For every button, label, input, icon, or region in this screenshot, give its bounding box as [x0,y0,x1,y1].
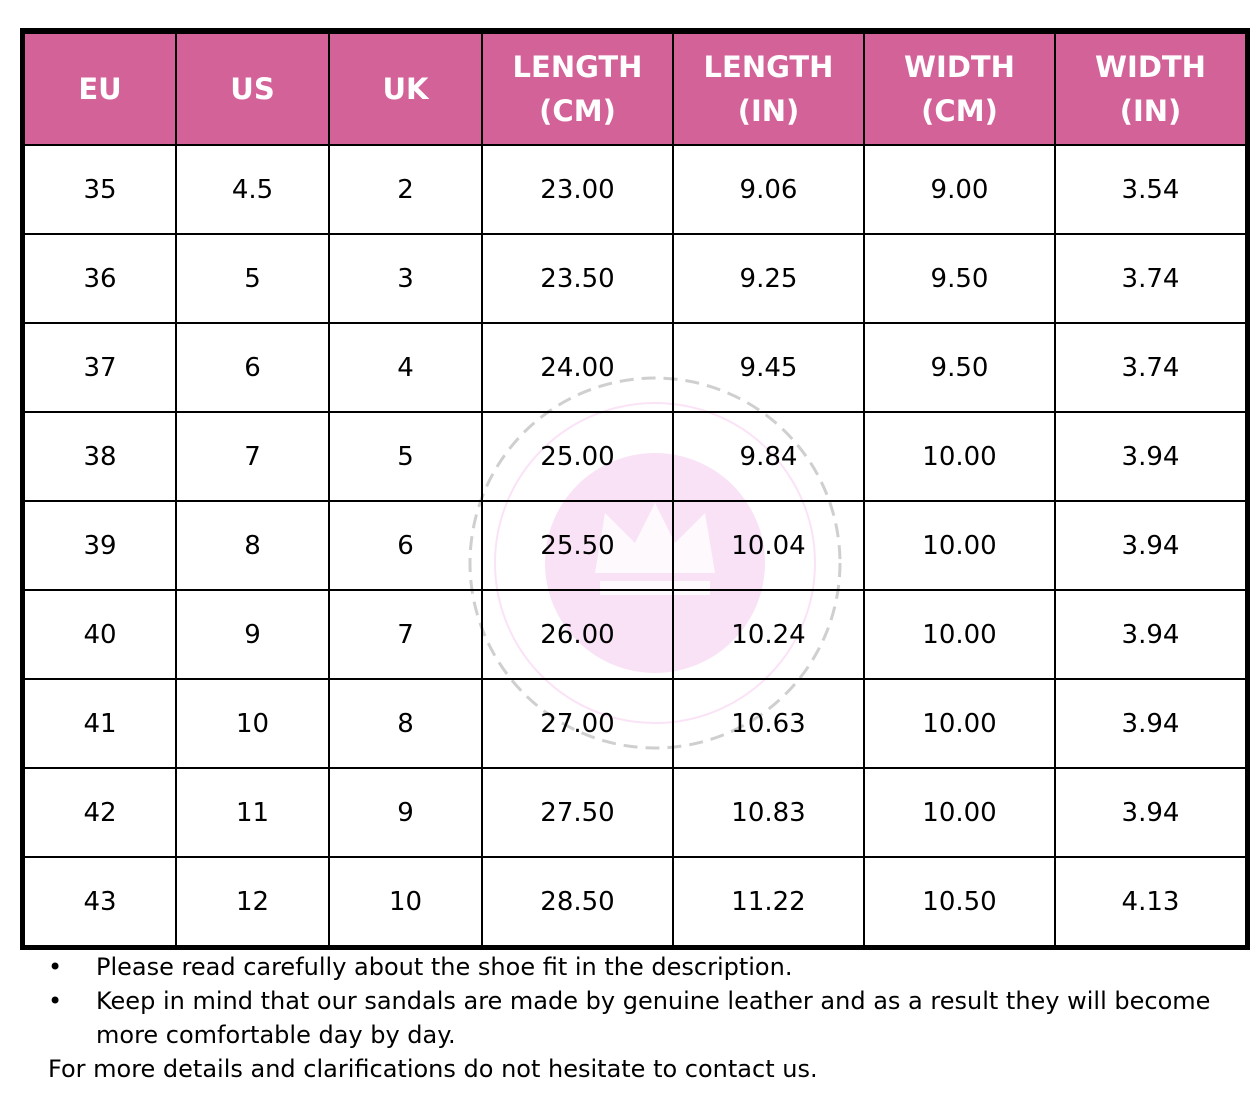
table-cell: 38 [21,411,177,502]
table-row: 39 8 6 25.50 10.04 10.00 3.94 [21,500,1249,591]
table-cell: 11 [175,767,330,858]
table-cell: 25.50 [481,500,674,591]
table-cell: 3.94 [1054,411,1249,502]
table-cell: 9 [175,589,330,680]
table-row: 41 10 8 27.00 10.63 10.00 3.94 [21,678,1249,769]
table-cell: 43 [21,856,177,949]
notes: • Please read carefully about the shoe fi… [48,950,1228,1086]
table-cell: 10.00 [863,500,1056,591]
table-cell: 36 [21,233,177,324]
table-cell: 6 [175,322,330,413]
table-cell: 5 [328,411,483,502]
table-cell: 10 [328,856,483,949]
column-header: LENGTH (IN) [672,30,865,146]
table-cell: 4 [328,322,483,413]
table-cell: 26.00 [481,589,674,680]
table-cell: 37 [21,322,177,413]
table-cell: 10.00 [863,411,1056,502]
table-cell: 40 [21,589,177,680]
table-row: 37 6 4 24.00 9.45 9.50 3.74 [21,322,1249,413]
table-cell: 39 [21,500,177,591]
table-cell: 9 [328,767,483,858]
bullet: • [48,987,63,1015]
table-cell: 8 [175,500,330,591]
table-cell: 23.50 [481,233,674,324]
column-header-line: UK [382,72,429,106]
table-cell: 28.50 [481,856,674,949]
bullet: • [48,953,63,981]
table-cell: 3.94 [1054,678,1249,769]
table-cell: 35 [21,144,177,235]
table-row: 35 4.5 2 23.00 9.06 9.00 3.54 [21,144,1249,235]
table-cell: 3.94 [1054,500,1249,591]
table-cell: 23.00 [481,144,674,235]
table-cell: 10.50 [863,856,1056,949]
table-cell: 9.50 [863,233,1056,324]
size-chart: EU US UK LENGTH (CM) LENGTH (IN) WIDTH (CM) WIDTH… [20,28,1250,950]
table-cell: 4.13 [1054,856,1249,949]
table-cell: 8 [328,678,483,769]
table-row: 42 11 9 27.50 10.83 10.00 3.94 [21,767,1249,858]
table-cell: 3.54 [1054,144,1249,235]
table-cell: 27.00 [481,678,674,769]
note-item: • Keep in mind that our sandals are made … [48,984,1228,1052]
column-header-line: LENGTH [703,50,834,84]
column-header: UK [328,30,483,146]
column-header-line: (IN) [737,94,800,128]
table-cell: 10.00 [863,678,1056,769]
column-header-line: (CM) [539,94,616,128]
table-cell: 10.63 [672,678,865,769]
table-cell: 24.00 [481,322,674,413]
table-cell: 10.00 [863,589,1056,680]
column-header-line: WIDTH [1095,50,1206,84]
table-cell: 41 [21,678,177,769]
table-cell: 3 [328,233,483,324]
column-header-line: (IN) [1119,94,1182,128]
table-cell: 3.94 [1054,767,1249,858]
table-cell: 3.94 [1054,589,1249,680]
column-header-line: (CM) [921,94,998,128]
column-header: WIDTH (IN) [1054,30,1249,146]
column-header: EU [21,30,177,146]
footer-note: For more details and clarifications do n… [48,1055,818,1083]
table-cell: 4.5 [175,144,330,235]
table-row: 40 9 7 26.00 10.24 10.00 3.94 [21,589,1249,680]
table-row: 38 7 5 25.00 9.84 10.00 3.94 [21,411,1249,502]
table-row: 43 12 10 28.50 11.22 10.50 4.13 [21,856,1249,949]
table-cell: 6 [328,500,483,591]
table-cell: 9.25 [672,233,865,324]
table-row: 36 5 3 23.50 9.25 9.50 3.74 [21,233,1249,324]
size-table: EU US UK LENGTH (CM) LENGTH (IN) WIDTH (CM) WIDTH… [20,28,1250,950]
table-cell: 12 [175,856,330,949]
table-cell: 11.22 [672,856,865,949]
table-cell: 7 [175,411,330,502]
table-cell: 5 [175,233,330,324]
column-header-line: US [230,72,275,106]
table-cell: 10.04 [672,500,865,591]
column-header: LENGTH (CM) [481,30,674,146]
table-cell: 27.50 [481,767,674,858]
table-cell: 2 [328,144,483,235]
table-cell: 3.74 [1054,322,1249,413]
table-cell: 10.00 [863,767,1056,858]
column-header-line: EU [78,72,122,106]
table-cell: 9.00 [863,144,1056,235]
column-header-line: LENGTH [512,50,643,84]
table-cell: 10.83 [672,767,865,858]
table-cell: 9.06 [672,144,865,235]
table-cell: 42 [21,767,177,858]
table-cell: 9.84 [672,411,865,502]
table-cell: 9.45 [672,322,865,413]
table-cell: 7 [328,589,483,680]
table-cell: 10 [175,678,330,769]
table-cell: 3.74 [1054,233,1249,324]
table-cell: 9.50 [863,322,1056,413]
column-header-line: WIDTH [904,50,1015,84]
note-item: • Please read carefully about the shoe fi… [48,950,1228,984]
table-cell: 25.00 [481,411,674,502]
table-cell: 10.24 [672,589,865,680]
column-header: US [175,30,330,146]
column-header: WIDTH (CM) [863,30,1056,146]
